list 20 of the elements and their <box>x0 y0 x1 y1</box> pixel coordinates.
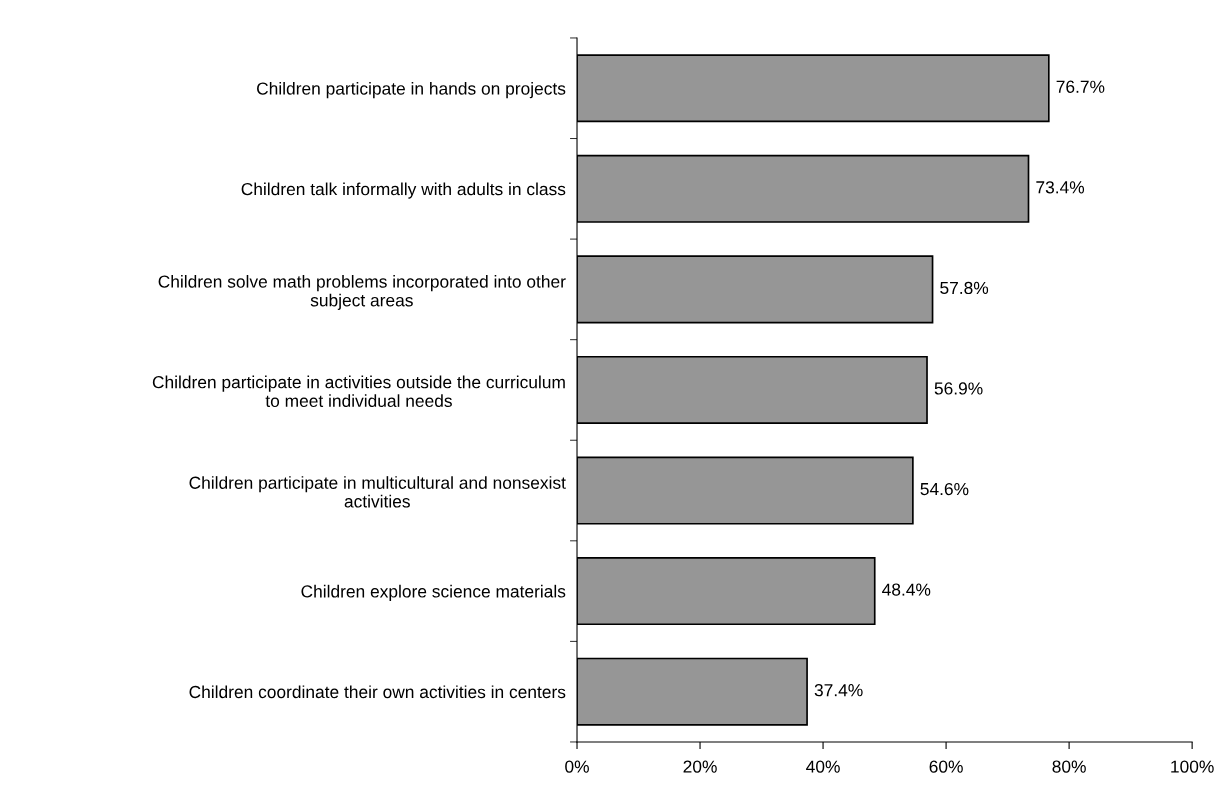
y-tick-label: Children talk informally with adults in class <box>241 182 566 199</box>
y-tick-label: Children participate in hands on projects <box>257 81 566 99</box>
data-label: 54.6% <box>920 482 969 496</box>
data-label: 57.8% <box>940 281 989 295</box>
x-tick-label: 40% <box>806 760 840 773</box>
x-tick-label: 0% <box>565 760 589 773</box>
data-label: 48.4% <box>882 583 931 596</box>
y-tick-label: Children solve math problems incorporated into other subject areas <box>158 275 566 310</box>
data-label: 73.4% <box>1036 181 1085 194</box>
x-tick-label: 100% <box>1171 760 1214 773</box>
y-tick-label: Children coordinate their own activities in centers <box>189 685 566 699</box>
y-tick-label: Children participate in activities outside the curriculum to meet individual needs <box>152 375 565 408</box>
x-tick-label: 80% <box>1052 760 1086 773</box>
x-tick-label: 20% <box>683 760 717 773</box>
y-tick-label: Children explore science materials <box>301 584 566 601</box>
x-tick-label: 60% <box>929 760 963 773</box>
data-label: 76.7% <box>1056 80 1105 93</box>
y-tick-label: Children participate in multicultural and nonsexist activities <box>189 476 566 508</box>
data-label: 37.4% <box>814 684 863 697</box>
data-label: 56.9% <box>934 382 983 395</box>
